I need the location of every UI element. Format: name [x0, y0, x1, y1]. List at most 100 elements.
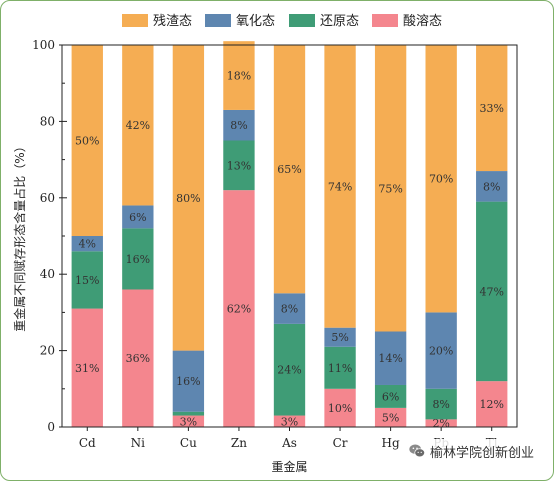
bar-Hg-2	[374, 331, 407, 385]
bar-Cu-2	[172, 350, 205, 412]
x-tick-label-Cd: Cd	[79, 436, 96, 450]
bar-Tl-3	[476, 45, 508, 172]
bar-Ni-2	[122, 205, 154, 229]
bar-Cd-1	[71, 251, 103, 309]
legend-swatch-1	[205, 14, 231, 27]
bar-label-Cd-0: 31%	[75, 362, 99, 375]
bar-label-Ni-0: 36%	[126, 352, 150, 365]
bar-label-Cr-0: 10%	[328, 402, 352, 415]
bar-Tl-0	[476, 381, 508, 427]
bar-Pb-2	[425, 312, 457, 389]
legend-swatch-0	[122, 14, 148, 27]
x-tick-label-Ni: Ni	[131, 436, 146, 450]
x-tick-label-Cu: Cu	[180, 436, 197, 450]
bar-label-Zn-3: 18%	[227, 70, 251, 83]
bar-label-Zn-1: 13%	[227, 159, 251, 172]
wechat-icon	[409, 444, 426, 458]
x-tick-label-Cr: Cr	[333, 436, 348, 450]
bar-label-As-0: 3%	[281, 415, 298, 428]
bar-label-Tl-3: 33%	[479, 102, 503, 115]
x-tick-label-As: As	[281, 436, 297, 450]
legend-label-3: 酸溶态	[403, 14, 442, 29]
bar-Cu-1	[172, 411, 205, 416]
bar-label-Cr-3: 74%	[328, 180, 352, 193]
bar-Zn-3	[223, 41, 255, 110]
bar-Cr-3	[324, 45, 356, 328]
y-tick-label: 80	[40, 114, 55, 128]
bar-labels: 31% 15% 4% 50% 36% 16% 6% 42% 3% 16% 80% 62% 13% 8% 18…	[75, 70, 504, 431]
bar-Cu-0	[172, 415, 205, 427]
bar-As-0	[273, 415, 306, 427]
bar-Cr-1	[324, 346, 356, 389]
watermark: 榆林学院创新创业	[404, 439, 539, 463]
y-tick-label: 0	[47, 420, 55, 434]
bar-label-Tl-2: 8%	[483, 180, 500, 193]
y-tick-label: 40	[40, 267, 55, 281]
bar-Pb-3	[425, 45, 457, 313]
bar-label-Ni-2: 6%	[129, 211, 146, 224]
bar-label-Hg-2: 14%	[378, 352, 402, 365]
y-tick-label: 100	[32, 38, 55, 52]
bar-label-Tl-0: 12%	[479, 398, 503, 411]
legend-label-0: 残渣态	[153, 14, 192, 29]
bar-As-1	[273, 323, 306, 416]
bar-label-Cr-2: 5%	[331, 331, 348, 344]
bars	[71, 41, 508, 427]
bar-label-Zn-0: 62%	[227, 303, 251, 316]
bar-Hg-3	[374, 45, 407, 332]
axes: 020406080100CdNiCuZnAsCrHgPbTl	[32, 38, 518, 450]
bar-Cd-0	[71, 308, 103, 427]
bar-Cd-3	[71, 45, 103, 236]
y-tick-label: 60	[40, 191, 55, 205]
legend-swatch-3	[372, 14, 398, 27]
x-tick-label-Hg: Hg	[382, 436, 400, 450]
bar-Cr-2	[324, 327, 356, 347]
bar-label-Hg-0: 5%	[382, 411, 399, 424]
bar-Cr-0	[324, 388, 356, 427]
x-tick-label-Zn: Zn	[231, 436, 247, 450]
bar-label-Cd-1: 15%	[75, 274, 99, 287]
bar-label-As-1: 24%	[277, 364, 301, 377]
bar-As-2	[273, 293, 306, 324]
bar-label-Cu-3: 80%	[176, 192, 200, 205]
bar-label-Cr-1: 11%	[328, 362, 352, 375]
bar-label-Hg-1: 6%	[382, 390, 399, 403]
bar-label-Cu-0: 3%	[180, 415, 197, 428]
bar-label-Pb-3: 70%	[429, 173, 453, 186]
bar-Pb-1	[425, 388, 457, 420]
bar-Tl-2	[476, 171, 508, 202]
bar-Hg-1	[374, 384, 407, 408]
bar-label-Cu-2: 16%	[176, 375, 200, 388]
legend-swatch-2	[289, 14, 315, 27]
bar-Zn-2	[223, 109, 255, 141]
bar-Pb-0	[425, 419, 457, 427]
bar-Ni-3	[122, 45, 154, 206]
bar-label-As-2: 8%	[281, 303, 298, 316]
bar-Zn-1	[223, 140, 255, 191]
bar-Ni-0	[122, 289, 154, 427]
legend: 残渣态 氧化态 还原态 酸溶态	[122, 14, 442, 29]
bar-label-Zn-2: 8%	[230, 119, 247, 132]
bar-label-Ni-1: 16%	[126, 253, 150, 266]
bar-Cu-3	[172, 45, 205, 351]
bar-Hg-0	[374, 407, 407, 427]
x-axis-title: 重金属	[271, 459, 307, 474]
bar-label-Pb-2: 20%	[429, 345, 453, 358]
bar-label-As-3: 65%	[277, 163, 301, 176]
legend-label-1: 氧化态	[236, 14, 275, 29]
watermark-text: 榆林学院创新创业	[430, 445, 535, 461]
y-tick-label: 20	[40, 344, 55, 358]
bar-label-Cd-2: 4%	[79, 238, 96, 251]
bar-Cd-2	[71, 236, 103, 252]
y-axis-title: 重金属不同赋存形态含量占比（%）	[12, 140, 27, 331]
bar-label-Tl-1: 47%	[479, 285, 503, 298]
bar-label-Hg-3: 75%	[378, 182, 402, 195]
bar-Ni-1	[122, 228, 154, 290]
legend-label-2: 还原态	[320, 14, 359, 29]
bar-Zn-0	[223, 190, 255, 427]
bar-label-Ni-3: 42%	[126, 119, 150, 132]
bar-label-Cd-3: 50%	[75, 135, 99, 148]
bar-label-Pb-1: 8%	[432, 398, 449, 411]
bar-Tl-1	[476, 201, 508, 382]
